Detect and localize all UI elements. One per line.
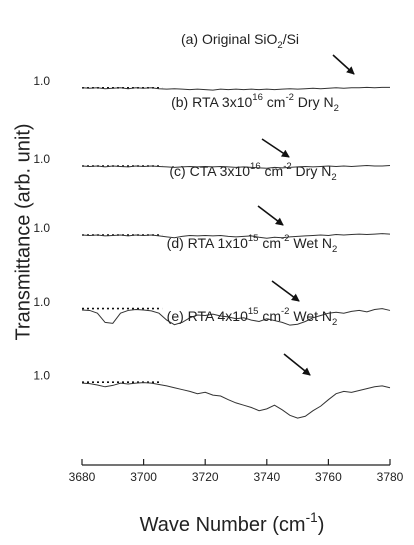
text-part: ) [318, 514, 325, 536]
text-part: Wet N [289, 235, 332, 251]
annotation: (e) RTA 4x1015 cm-2 Wet N2 [167, 306, 338, 328]
text-part: (d) RTA 1x10 [167, 235, 248, 251]
text-part: 2 [277, 40, 282, 51]
x-tick-label: 3740 [253, 470, 280, 484]
text-part: 2 [332, 244, 337, 255]
text-part: Dry N [294, 94, 334, 110]
text-part: cm [263, 94, 286, 110]
text-part: /Si [283, 31, 299, 47]
annotation: (d) RTA 1x1015 cm-2 Wet N2 [167, 233, 338, 255]
text-part: (e) RTA 4x10 [167, 308, 248, 324]
text-part: 2 [331, 172, 336, 183]
text-part: Dry N [292, 163, 332, 179]
spectrum-line [81, 308, 391, 326]
text-part: (a) Original SiO [181, 31, 278, 47]
arrow [257, 205, 284, 226]
y-tick-label: 1.0 [33, 295, 50, 309]
annotation: (c) CTA 3x1016 cm-2 Dry N2 [169, 161, 336, 183]
text-part: 2 [332, 317, 337, 328]
x-axis-title: Wave Number (cm-1) [140, 510, 325, 536]
text-part: Wave Number (cm [140, 514, 306, 536]
text-part: -2 [281, 306, 289, 317]
y-axis-title: Transmittance (arb. unit) [12, 123, 34, 340]
text-part: (b) RTA 3x10 [171, 94, 252, 110]
arrow [283, 353, 311, 376]
arrow [332, 54, 355, 75]
annotation: (b) RTA 3x1016 cm-2 Dry N2 [171, 92, 339, 114]
text-part: 15 [248, 306, 259, 317]
x-tick-label: 3760 [315, 470, 342, 484]
text-part: -1 [306, 510, 318, 525]
spectrum-line [81, 233, 391, 239]
y-tick-label: 1.0 [33, 152, 50, 166]
arrow [261, 138, 290, 158]
x-tick-label: 3780 [377, 470, 404, 484]
spectrum-line [81, 165, 391, 169]
x-tick-label: 3680 [69, 470, 96, 484]
arrows [257, 54, 355, 376]
arrow [271, 280, 300, 302]
text-part: cm [258, 308, 281, 324]
x-tick-label: 3720 [192, 470, 219, 484]
text-part: 16 [252, 92, 263, 103]
text-part: Wet N [289, 308, 332, 324]
spectrum-line [81, 382, 391, 419]
annotation: (a) Original SiO2/Si [181, 31, 299, 51]
text-part: 2 [334, 103, 339, 114]
y-tick-label: 1.0 [33, 74, 50, 88]
text-part: -2 [281, 233, 289, 244]
y-tick-label: 1.0 [33, 221, 50, 235]
text-part: cm [261, 163, 284, 179]
text-part: 15 [248, 233, 259, 244]
y-tick-label: 1.0 [33, 368, 50, 382]
x-tick-label: 3700 [130, 470, 157, 484]
text-part: -2 [283, 161, 291, 172]
spectrum-line [81, 86, 390, 91]
text-part: (c) CTA 3x10 [169, 163, 250, 179]
text-part: cm [258, 235, 281, 251]
text-part: 16 [250, 161, 261, 172]
text-part: -2 [285, 92, 293, 103]
